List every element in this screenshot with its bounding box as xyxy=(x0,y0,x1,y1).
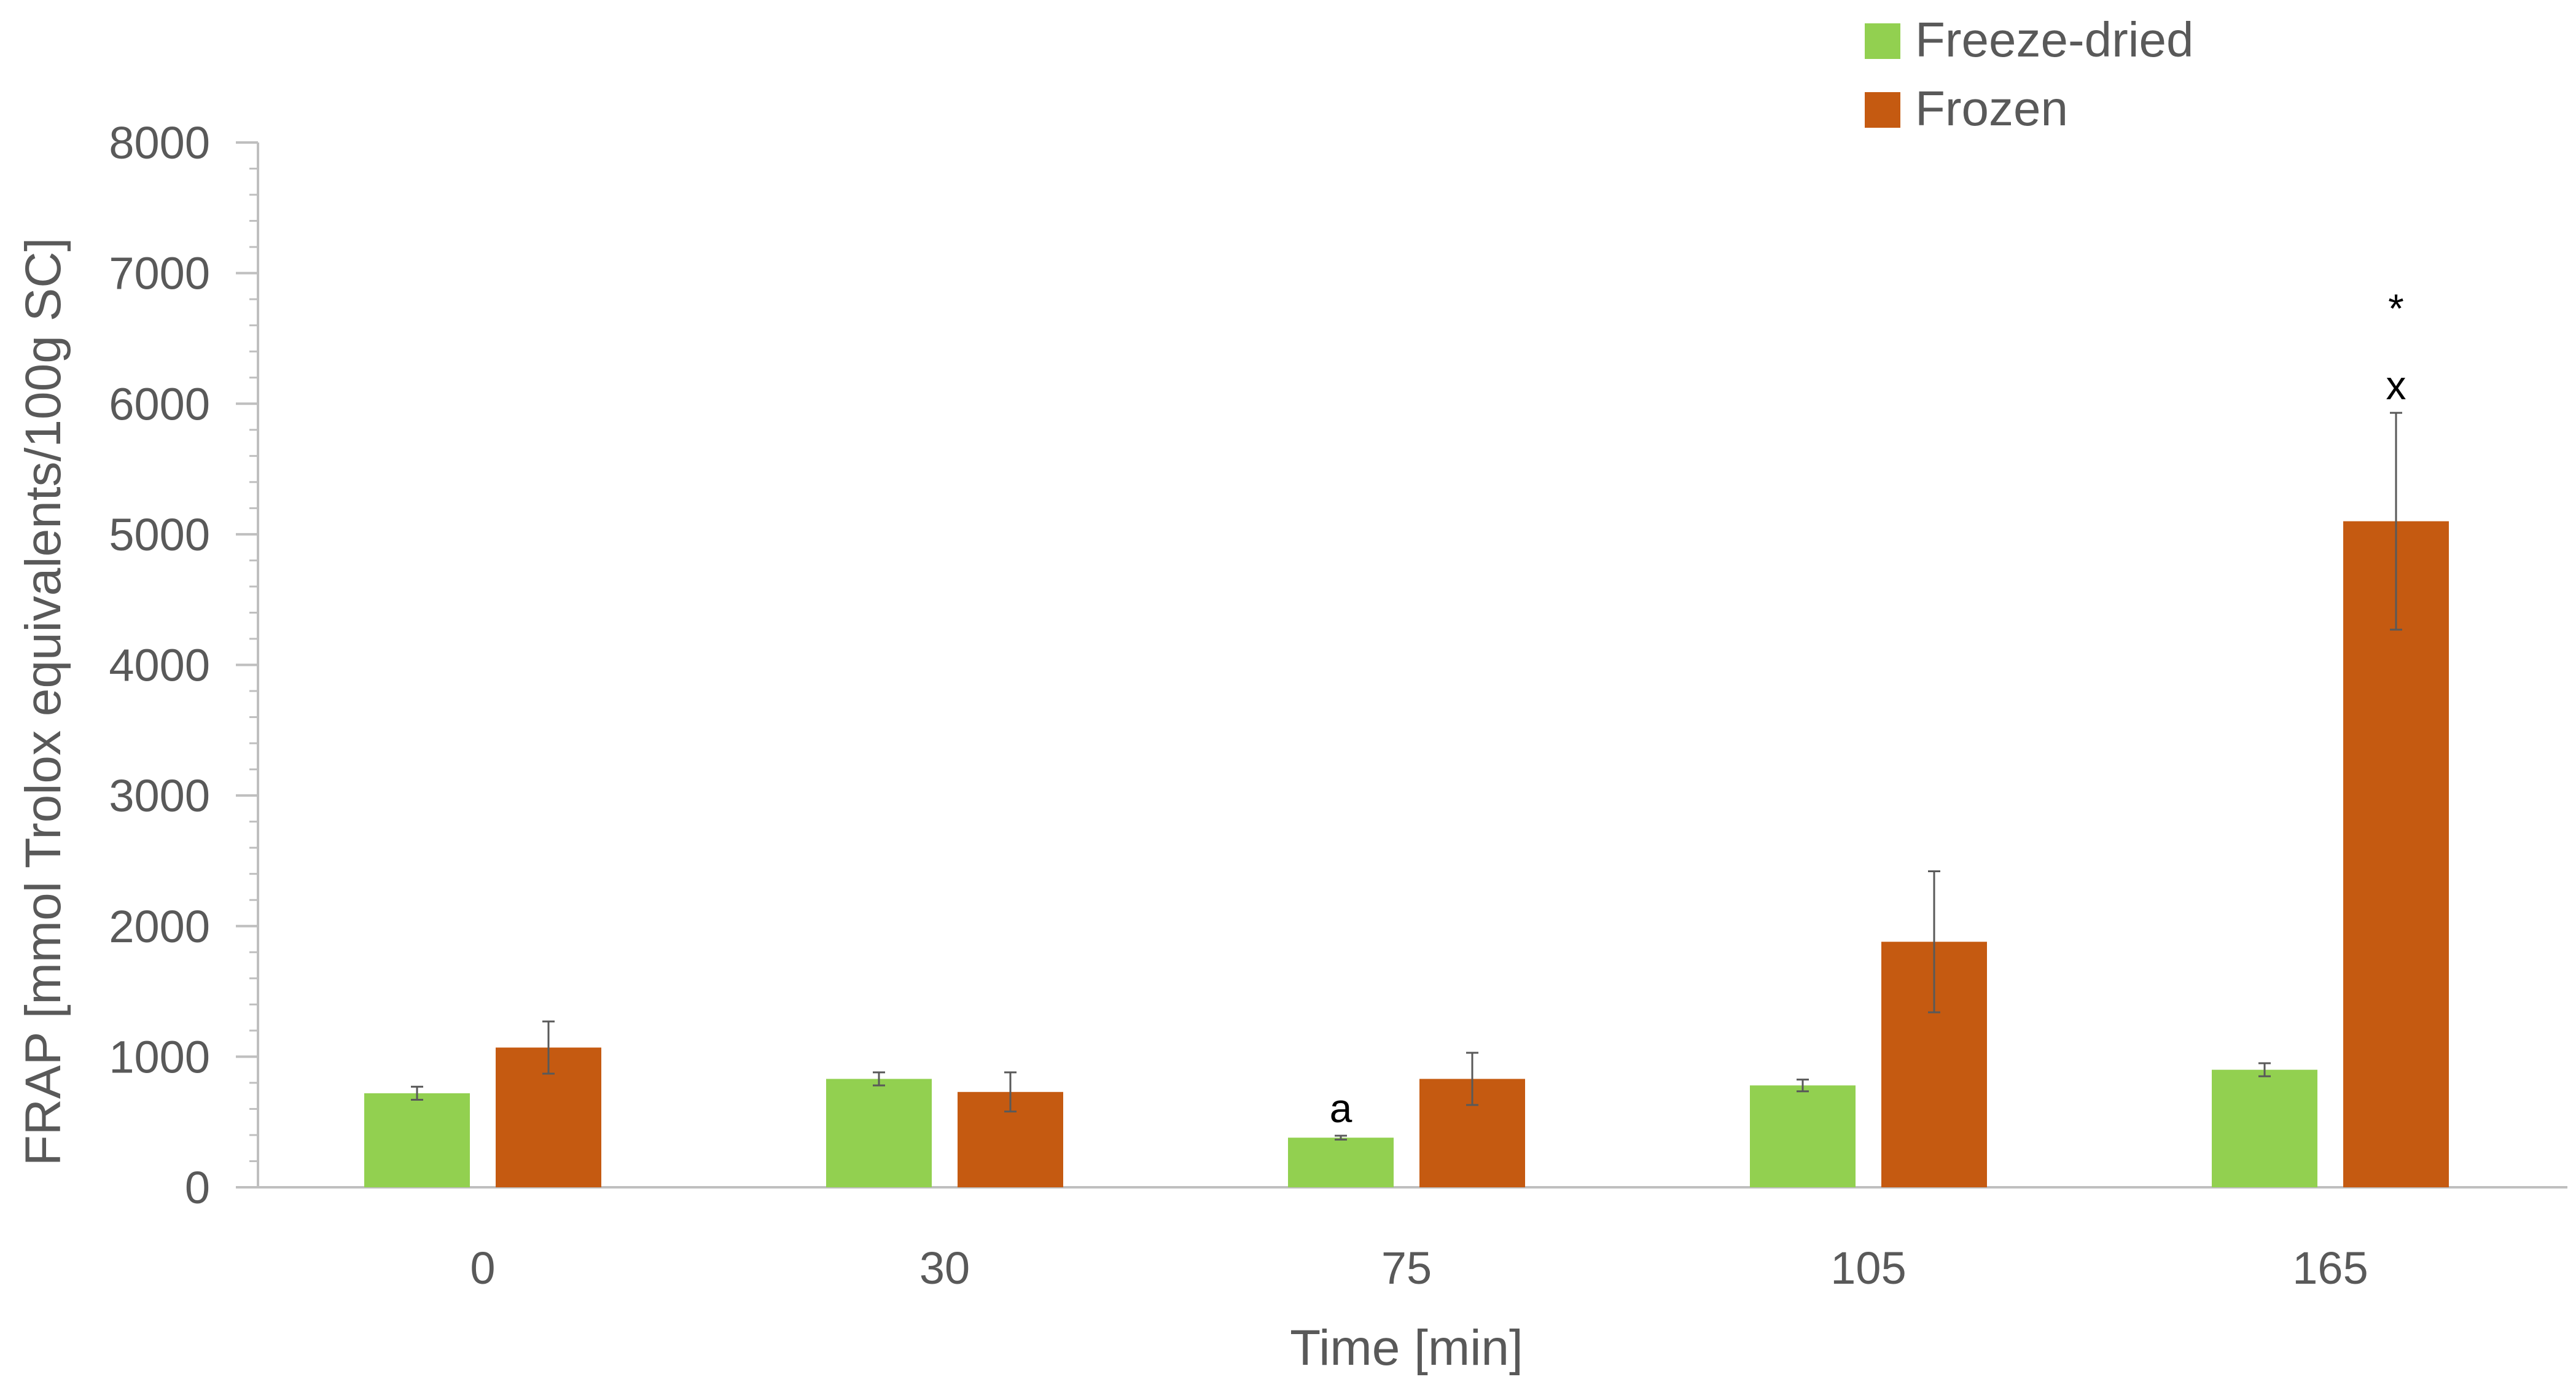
error-bar xyxy=(1004,1071,1017,1113)
y-tick-label: 7000 xyxy=(109,248,210,299)
y-tick-label: 0 xyxy=(185,1162,210,1213)
legend-swatch xyxy=(1865,23,1900,59)
error-bar xyxy=(542,1020,555,1075)
y-axis: 0 1000 2000 3000 4000 5000 6000 7000 8000 xyxy=(109,117,259,1213)
error-bar xyxy=(411,1085,423,1101)
bar-frozen-165 xyxy=(2343,521,2449,1187)
bar-freeze-dried-75 xyxy=(1288,1138,1394,1187)
legend-swatch xyxy=(1865,92,1900,128)
x-axis-title: Time [min] xyxy=(1290,1320,1523,1376)
significance-label: * xyxy=(2388,286,2404,331)
y-tick-label: 8000 xyxy=(109,117,210,168)
error-bar xyxy=(1797,1079,1809,1093)
y-tick-label: 2000 xyxy=(109,901,210,952)
bars xyxy=(364,521,2449,1187)
bar-freeze-dried-105 xyxy=(1750,1085,1856,1187)
bar-freeze-dried-30 xyxy=(826,1079,932,1187)
y-tick-label: 1000 xyxy=(109,1031,210,1082)
legend: Freeze-dried Frozen xyxy=(1865,12,2194,136)
bar-freeze-dried-0 xyxy=(364,1093,470,1187)
y-tick-label: 4000 xyxy=(109,640,210,691)
error-bar xyxy=(1928,870,1940,1013)
legend-label: Freeze-dried xyxy=(1915,12,2194,67)
x-tick-label: 75 xyxy=(1381,1243,1432,1294)
y-tick-label: 3000 xyxy=(109,770,210,821)
error-bar xyxy=(1466,1052,1478,1106)
significance-label: a xyxy=(1330,1085,1352,1131)
x-axis: 0 30 75 105 165 xyxy=(258,1186,2567,1294)
x-tick-label: 105 xyxy=(1830,1243,1906,1294)
legend-item-frozen: Frozen xyxy=(1865,81,2068,136)
y-tick-label: 6000 xyxy=(109,378,210,429)
error-bar xyxy=(1335,1134,1347,1141)
legend-item-freeze-dried: Freeze-dried xyxy=(1865,12,2194,67)
error-bar xyxy=(2258,1062,2271,1077)
bar-freeze-dried-165 xyxy=(2212,1069,2317,1187)
error-bars xyxy=(411,412,2402,1141)
significance-label: x xyxy=(2386,362,2406,408)
annotations: a x * xyxy=(1330,286,2406,1131)
y-axis-title: FRAP [mmol Trolox equivalents/100g SC] xyxy=(15,238,71,1166)
error-bar xyxy=(2390,412,2402,631)
x-tick-label: 30 xyxy=(919,1243,970,1294)
legend-label: Frozen xyxy=(1915,81,2068,136)
y-tick-label: 5000 xyxy=(109,509,210,560)
x-tick-label: 0 xyxy=(470,1243,495,1294)
x-tick-label: 165 xyxy=(2292,1243,2368,1294)
error-bar xyxy=(873,1071,885,1087)
